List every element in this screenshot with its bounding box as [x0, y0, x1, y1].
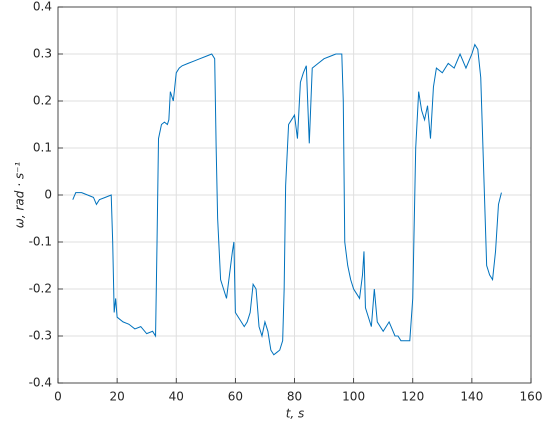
- plot-frame: [57, 6, 532, 384]
- x-tick-label: 40: [169, 390, 184, 404]
- x-tick-label: 60: [228, 390, 243, 404]
- y-tick-label: -0.4: [29, 376, 52, 390]
- y-tick-label: 0.4: [33, 0, 52, 14]
- y-tick-label: 0: [44, 188, 52, 202]
- x-axis-label: t, s: [286, 407, 305, 421]
- y-tick-label: -0.1: [29, 235, 52, 249]
- x-tick-label: 0: [54, 390, 62, 404]
- data-line: [72, 43, 502, 356]
- x-tick-label: 80: [287, 390, 302, 404]
- y-tick-label: -0.2: [29, 282, 52, 296]
- x-tick-label: 140: [460, 390, 483, 404]
- x-tick-label: 120: [401, 390, 424, 404]
- x-tick-label: 100: [342, 390, 365, 404]
- x-tick-label: 160: [520, 390, 543, 404]
- y-tick-label: 0.2: [33, 94, 52, 108]
- y-tick-label: 0.3: [33, 47, 52, 61]
- y-axis-label: ω, rad · s⁻¹: [13, 162, 27, 229]
- y-tick-label: 0.1: [33, 141, 52, 155]
- y-tick-label: -0.3: [29, 329, 52, 343]
- x-tick-label: 20: [109, 390, 124, 404]
